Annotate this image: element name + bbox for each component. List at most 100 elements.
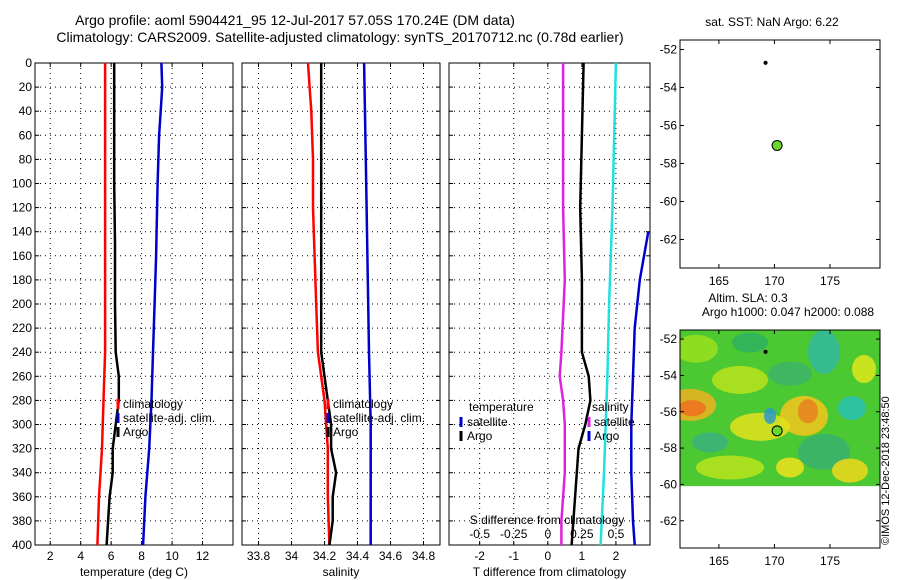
heatmap-patch [798,399,818,424]
y-tick-label: 200 [12,297,32,311]
x-tick-label: -2 [474,549,485,563]
heatmap-patch [852,355,876,384]
legend-label: Argo [123,425,149,439]
y-tick-label: 160 [12,249,32,263]
y-tick-label: 60 [19,128,33,142]
panel-sla-map: 165 170 175 -52 -54 -56 -58 -60 -62 Altim. SLA: 0… [660,291,881,568]
top-axis-tick-label: -0.5 [469,527,490,541]
y-tick-label: -52 [660,332,678,346]
x-tick-label: 165 [709,274,729,288]
heatmap-patch [768,361,812,386]
top-axis-tick-label: 0 [544,527,551,541]
y-tick-label: 240 [12,345,32,359]
series-line-satellite-adj-clim- [141,63,164,545]
x-tick-label: 12 [196,549,210,563]
map-point-argo-position [771,425,783,437]
top-axis-tick-label: -0.25 [500,527,528,541]
heatmap-patch [798,433,850,470]
x-tick-label: -1 [508,549,519,563]
x-tick-label: 34.8 [412,549,436,563]
series-line-climatology [96,63,107,545]
x-tick-label: 34.4 [346,549,370,563]
x-axis-label: salinity [323,565,360,579]
heatmap-patch [692,432,728,453]
legend-label-salinity: satellite [594,415,635,429]
x-tick-label: 165 [709,554,729,568]
series-line-argo [105,63,121,545]
panel-difference: -2 -1 0 1 2 T difference from climatology temp… [448,62,651,579]
plot-frame [448,62,651,546]
heatmap-patch [832,458,868,483]
imos-watermark: ©IMOS 12-Dec-2018 23:48:50 [880,396,892,545]
x-tick-label: 170 [764,274,784,288]
legend-label-salinity: Argo [594,429,620,443]
top-axis-tick-label: 0.5 [608,527,625,541]
y-tick-label: -52 [660,43,678,57]
y-tick-label: 180 [12,273,32,287]
y-tick-label: -62 [660,233,678,247]
map-frame [679,329,881,549]
y-tick-label: 320 [12,442,32,456]
y-tick-label: 80 [19,152,33,166]
y-tick-label: -58 [660,157,678,171]
map-point-previous-position [763,349,768,354]
legend-title-salinity: salinity [592,400,629,414]
heatmap-patch [764,407,776,424]
series-line-salinity-satellite [599,63,618,545]
series-line-temperature-argo [570,63,592,545]
x-tick-label: 175 [820,554,840,568]
x-tick-label: 34.2 [313,549,337,563]
top-axis-tick-label: 0.25 [570,527,594,541]
heatmap-patch [838,396,866,421]
heatmap-patch [712,365,768,394]
y-tick-label: 140 [12,225,32,239]
panel-temperature: 2 4 6 8 10 1202040608010012014016018020022024… [12,56,234,579]
y-tick-label: 100 [12,177,32,191]
x-tick-label: 6 [108,549,115,563]
title-line-1: Argo profile: aoml 5904421_95 12-Jul-201… [75,12,515,28]
y-tick-label: 400 [12,538,32,552]
x-tick-label: 0 [544,549,551,563]
sla-title: Altim. SLA: 0.3 [708,291,788,305]
x-axis-label: temperature (deg C) [80,565,188,579]
plot-frame [34,62,234,546]
sla-heatmap [680,330,880,487]
legend-title-temperature: temperature [469,400,534,414]
series-line-argo [319,63,338,545]
legend-label: satellite-adj. clim. [123,411,215,425]
map-point-argo-position [771,139,783,151]
x-tick-label: 170 [764,554,784,568]
x-tick-label: 34 [285,549,299,563]
y-tick-label: 220 [12,321,32,335]
series-line-climatology [306,63,331,545]
y-tick-label: 260 [12,369,32,383]
y-tick-label: 340 [12,466,32,480]
legend-label: Argo [333,425,359,439]
sst-title: sat. SST: NaN Argo: 6.22 [705,15,839,29]
map-point-previous-position [763,60,768,65]
y-tick-label: 380 [12,514,32,528]
x-tick-label: 4 [77,549,84,563]
y-tick-label: -56 [660,405,678,419]
plot-frame [241,62,441,546]
y-tick-label: -54 [660,81,678,95]
map-frame [679,39,881,269]
y-tick-label: 300 [12,418,32,432]
x-tick-label: 33.8 [247,549,271,563]
top-axis-label: S difference from climatology [470,513,625,527]
legend-label: satellite-adj. clim. [333,411,425,425]
x-tick-label: 34.6 [379,549,403,563]
heatmap-patch [730,412,790,441]
sla-subtitle: Argo h1000: 0.047 h2000: 0.088 [702,305,874,319]
x-axis-label: T difference from climatology [473,565,627,579]
series-line-satellite-adj-clim- [362,63,372,545]
heatmap-patch [680,400,706,417]
y-tick-label: -58 [660,441,678,455]
y-tick-label: 40 [19,104,33,118]
heatmap-patch [680,334,718,363]
legend-label: climatology [123,397,183,411]
legend-label-temperature: satellite [467,415,508,429]
x-tick-label: 2 [47,549,54,563]
y-tick-label: -62 [660,514,678,528]
